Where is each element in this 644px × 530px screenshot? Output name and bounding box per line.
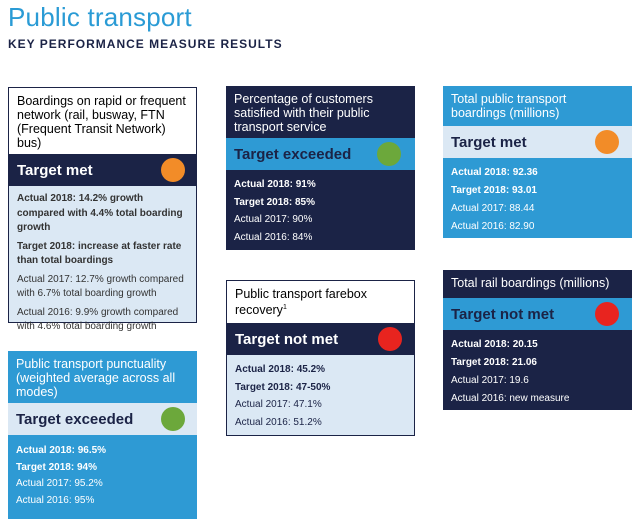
result-line: Actual 2016: 9.9% growth compared with 4… — [17, 306, 179, 333]
kpi-card-punctuality: Public transport punctuality (weighted a… — [8, 351, 197, 519]
kpi-card-total-boardings: Total public transport boardings (millio… — [443, 86, 632, 238]
result-line: Actual 2018: 45.2% — [235, 364, 326, 375]
result-line: Target 2018: 93.01 — [451, 185, 537, 196]
result-line: Actual 2016: 95% — [16, 494, 95, 506]
card-status: Target not met — [443, 298, 632, 330]
card-results: Actual 2018: 91% Target 2018: 85% Actual… — [226, 170, 415, 246]
result-line: Actual 2017: 95.2% — [16, 478, 103, 489]
card-status: Target met — [9, 154, 196, 186]
result-line: Target 2018: 47-50% — [235, 381, 331, 393]
result-line: Actual 2017: 19.6 — [451, 375, 529, 386]
kpi-card-customer-satisfaction: Percentage of customers satisfied with t… — [226, 86, 415, 250]
card-heading: Public transport farebox recovery1 — [227, 281, 414, 323]
card-heading: Total rail boardings (millions) — [451, 276, 610, 290]
card-status: Target exceeded — [226, 138, 415, 170]
result-line: Actual 2017: 90% — [234, 214, 313, 225]
status-label: Target not met — [451, 305, 555, 323]
card-results: Actual 2018: 92.36 Target 2018: 93.01 Ac… — [443, 158, 632, 236]
status-label: Target met — [451, 133, 527, 151]
page-subtitle: KEY PERFORMANCE MEASURE RESULTS — [8, 37, 283, 51]
status-label: Target met — [17, 161, 93, 179]
result-line: Actual 2017: 12.7% growth compared with … — [17, 273, 184, 300]
status-indicator-orange-icon — [161, 158, 185, 182]
status-indicator-red-icon — [595, 302, 619, 326]
kpi-card-rapid-network-boardings: Boardings on rapid or frequent network (… — [8, 87, 197, 332]
result-line: Target 2018: increase at faster rate tha… — [17, 240, 182, 267]
card-status: Target met — [443, 126, 632, 158]
status-indicator-orange-icon — [595, 130, 619, 154]
result-line: Actual 2018: 14.2% growth compared with … — [17, 193, 183, 233]
result-line: Actual 2018: 20.15 — [451, 339, 538, 350]
status-label: Target exceeded — [234, 145, 352, 163]
card-results: Actual 2018: 45.2% Target 2018: 47-50% A… — [227, 355, 414, 431]
status-indicator-red-icon — [378, 327, 402, 351]
card-heading: Total public transport boardings (millio… — [451, 92, 567, 120]
result-line: Actual 2016: 84% — [234, 231, 313, 243]
result-line: Target 2018: 21.06 — [451, 357, 537, 368]
result-line: Actual 2018: 92.36 — [451, 167, 538, 178]
result-line: Actual 2017: 88.44 — [451, 203, 535, 214]
status-label: Target exceeded — [16, 410, 134, 428]
card-heading: Public transport punctuality (weighted a… — [16, 357, 176, 399]
kpi-card-farebox-recovery: Public transport farebox recovery1 Targe… — [226, 280, 415, 436]
card-results: Actual 2018: 96.5% Target 2018: 94% Actu… — [8, 435, 197, 509]
result-line: Target 2018: 94% — [16, 461, 97, 473]
card-status: Target not met — [227, 323, 414, 355]
card-results: Actual 2018: 14.2% growth compared with … — [9, 186, 196, 335]
result-line: Actual 2017: 47.1% — [235, 399, 322, 410]
page-title: Public transport — [8, 2, 192, 32]
result-line: Actual 2018: 91% — [234, 179, 316, 190]
status-indicator-green-icon — [161, 407, 185, 431]
result-line: Target 2018: 85% — [234, 196, 315, 208]
kpi-card-rail-boardings: Total rail boardings (millions) Target n… — [443, 270, 632, 410]
result-line: Actual 2018: 96.5% — [16, 445, 107, 456]
status-label: Target not met — [235, 330, 339, 348]
status-indicator-green-icon — [377, 142, 401, 166]
result-line: Actual 2016: 82.90 — [451, 221, 535, 232]
card-heading: Boardings on rapid or frequent network (… — [9, 88, 196, 154]
result-line: Actual 2016: new measure — [451, 393, 570, 404]
result-line: Actual 2016: 51.2% — [235, 416, 322, 428]
card-heading: Percentage of customers satisfied with t… — [234, 92, 373, 134]
card-status: Target exceeded — [8, 403, 197, 435]
card-results: Actual 2018: 20.15 Target 2018: 21.06 Ac… — [443, 330, 632, 408]
card-heading-text: Public transport farebox recovery — [235, 287, 368, 318]
footnote-marker: 1 — [282, 304, 287, 311]
